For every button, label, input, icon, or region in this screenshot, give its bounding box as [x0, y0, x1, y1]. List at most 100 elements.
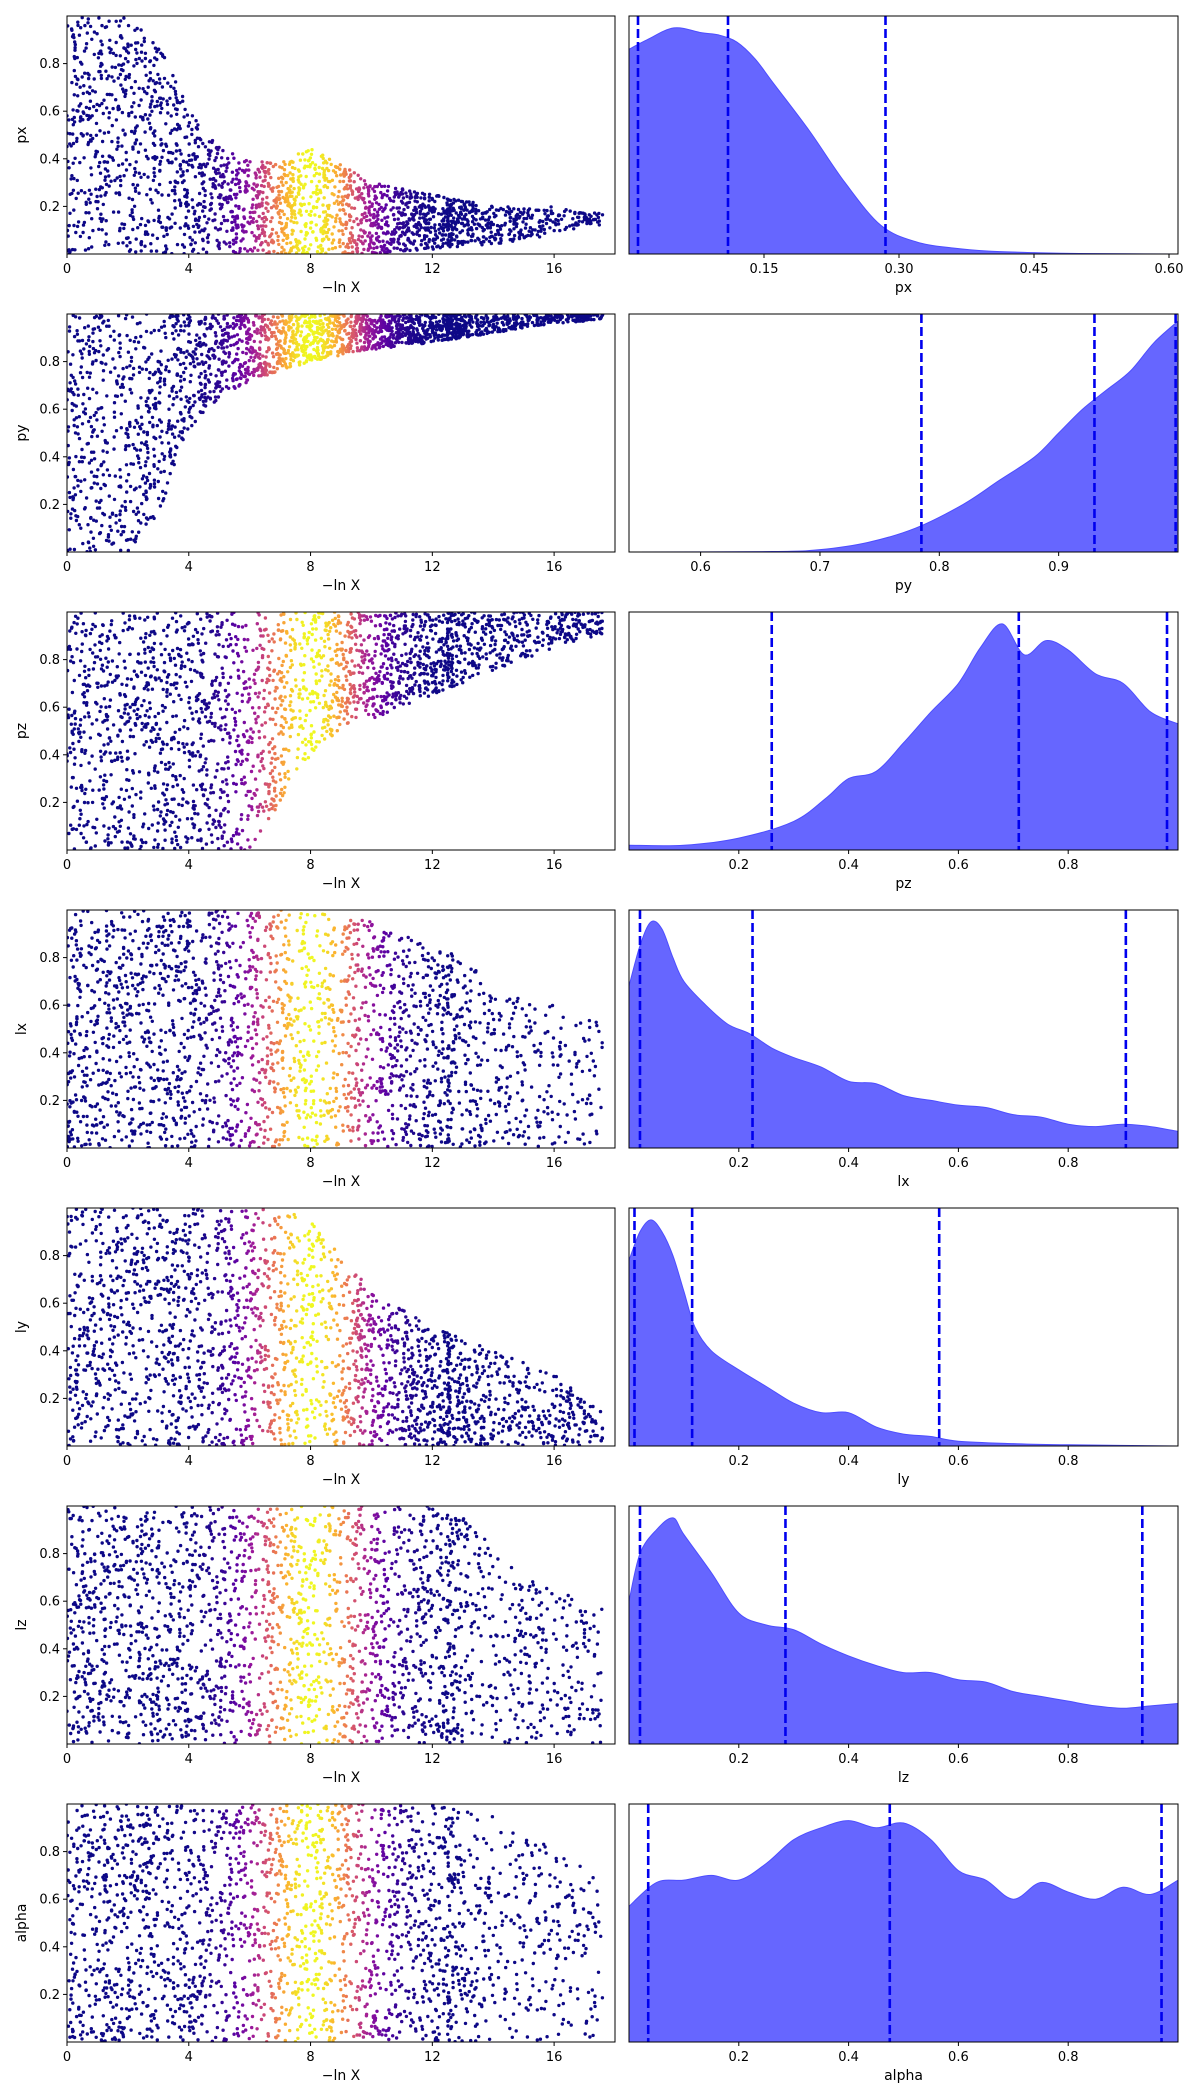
scatter-point: [134, 250, 138, 254]
scatter-point: [181, 159, 186, 164]
scatter-point: [164, 226, 168, 230]
scatter-point: [365, 347, 369, 351]
scatter-point: [150, 201, 154, 205]
scatter-point: [232, 316, 236, 320]
scatter-point: [226, 196, 231, 201]
scatter-point: [138, 465, 143, 470]
scatter-point: [217, 145, 221, 150]
scatter-point: [264, 239, 268, 244]
scatter-point: [84, 200, 88, 204]
scatter-point: [401, 330, 405, 335]
posterior-density-py: [629, 320, 1178, 552]
scatter-point: [126, 472, 131, 477]
scatter-point: [341, 179, 346, 184]
scatter-point: [282, 248, 286, 252]
scatter-point: [266, 209, 270, 213]
scatter-point: [135, 421, 140, 425]
scatter-point: [557, 615, 561, 620]
scatter-point: [304, 230, 309, 235]
scatter-point: [568, 224, 572, 228]
scatter-point: [315, 695, 320, 700]
scatter-point: [136, 519, 141, 523]
scatter-point: [368, 218, 372, 222]
scatter-point: [264, 355, 268, 359]
scatter-point: [204, 164, 208, 169]
scatter-point: [489, 319, 493, 323]
scatter-point: [474, 332, 478, 336]
scatter-point: [188, 319, 193, 323]
scatter-point: [365, 327, 369, 331]
scatter-point: [89, 424, 94, 429]
scatter-point: [259, 759, 263, 764]
scatter-point: [202, 229, 206, 233]
scatter-point: [361, 241, 365, 245]
scatter-point: [197, 165, 201, 170]
scatter-point: [205, 327, 209, 331]
scatter-point: [92, 77, 96, 81]
scatter-point: [423, 335, 427, 339]
scatter-point: [83, 191, 87, 195]
scatter-point: [483, 328, 488, 332]
scatter-point: [384, 247, 388, 251]
scatter-point: [287, 345, 292, 349]
scatter-point: [297, 360, 301, 365]
scatter-point: [100, 429, 104, 433]
scatter-point: [85, 31, 90, 35]
scatter-point: [387, 328, 391, 333]
scatter-point: [237, 319, 241, 323]
scatter-point: [499, 206, 503, 211]
scatter-point: [441, 242, 445, 246]
scatter-point: [372, 333, 376, 338]
scatter-point: [524, 323, 528, 327]
scatter-point: [199, 371, 203, 376]
scatter-point: [261, 179, 265, 183]
scatter-point: [71, 33, 76, 37]
scatter-point: [494, 325, 498, 329]
scatter-point: [86, 247, 91, 251]
scatter-point: [123, 447, 128, 452]
scatter-point: [184, 200, 189, 204]
scatter-point: [112, 329, 116, 333]
scatter-point: [234, 232, 239, 236]
scatter-point: [218, 202, 222, 206]
scatter-point: [95, 391, 99, 395]
scatter-point: [447, 234, 451, 239]
scatter-point: [94, 831, 99, 835]
scatter-point: [102, 743, 106, 747]
scatter-point: [279, 221, 284, 226]
scatter-point: [260, 165, 264, 169]
scatter-point: [528, 315, 533, 320]
scatter-point: [182, 329, 186, 333]
scatter-point: [326, 353, 330, 357]
scatter-point: [268, 321, 273, 325]
scatter-point: [282, 359, 286, 364]
scatter-point: [566, 320, 570, 324]
scatter-point: [75, 224, 80, 229]
scatter-point: [298, 208, 302, 212]
scatter-point: [237, 161, 241, 165]
scatter-point: [172, 435, 177, 439]
scatter-point: [334, 216, 338, 221]
scatter-point: [296, 324, 300, 329]
scatter-point: [508, 216, 512, 220]
scatter-point: [252, 188, 256, 192]
scatter-point: [393, 193, 398, 197]
scatter-point: [338, 163, 342, 167]
scatter-point: [385, 250, 389, 254]
scatter-point: [102, 460, 106, 464]
scatter-point: [397, 195, 401, 199]
scatter-point: [334, 629, 339, 633]
scatter-point: [450, 324, 454, 328]
scatter-point: [237, 167, 242, 171]
scatter-point: [203, 315, 208, 320]
scatter-point: [100, 523, 104, 528]
scatter-point: [452, 216, 456, 220]
scatter-point: [108, 155, 112, 159]
scatter-point: [468, 333, 472, 337]
scatter-point: [173, 846, 177, 850]
x-tick-label-px: 4: [185, 262, 193, 277]
scatter-point: [318, 322, 322, 327]
scatter-point: [97, 349, 101, 354]
scatter-point: [184, 355, 188, 359]
scatter-point: [68, 547, 72, 551]
